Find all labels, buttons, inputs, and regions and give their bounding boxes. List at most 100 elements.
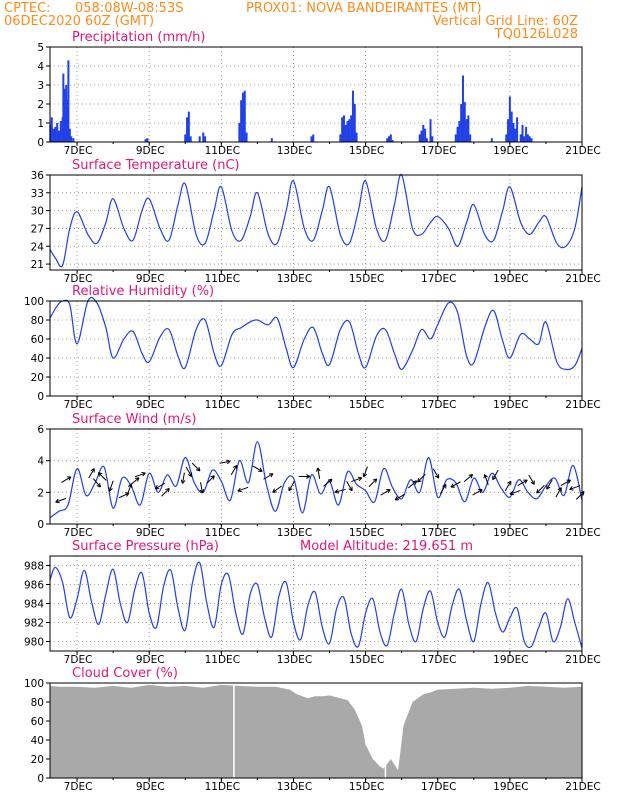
precip-bar — [507, 119, 510, 142]
x-tick-label: 7DEC — [64, 273, 93, 285]
precip-bar — [422, 124, 425, 142]
y-tick-label: 6 — [37, 424, 44, 436]
y-tick-label: 0 — [37, 137, 44, 149]
wind-arrow — [334, 488, 346, 494]
x-tick-label: 13DEC — [277, 781, 312, 793]
precipitation-panel: Precipitation (mm/h) 0 1 2 3 4 5 7DEC 9DEC 11DEC 1… — [37, 30, 600, 157]
x-tick-label: 13DEC — [277, 399, 312, 411]
wind-arrow — [185, 466, 193, 477]
precip-bar — [56, 123, 59, 142]
wind-arrow — [298, 474, 311, 479]
precip-bar — [418, 134, 421, 142]
wind-arrow — [380, 489, 391, 496]
wind-arrow — [439, 483, 447, 495]
wind-arrow — [252, 465, 263, 472]
precip-bar — [59, 121, 62, 142]
precip-bar — [424, 128, 427, 142]
precipitation-frame — [49, 46, 583, 143]
y-tick-label: 5 — [37, 42, 44, 54]
y-tick-label: 24 — [31, 241, 45, 253]
y-tick-label: 100 — [24, 296, 44, 308]
x-tick-label: 17DEC — [421, 145, 456, 157]
wind-arrow — [55, 497, 67, 504]
wind-arrow — [560, 479, 571, 487]
relative-humidity-frame — [49, 300, 583, 397]
x-tick-label: 11DEC — [205, 654, 240, 666]
wind-arrow — [483, 474, 489, 486]
y-tick-label: 4 — [37, 61, 44, 73]
y-tick-label: 30 — [31, 206, 44, 218]
wind-arrow — [351, 476, 363, 483]
x-tick-label: 13DEC — [277, 654, 312, 666]
precip-bar — [465, 119, 468, 142]
surface-pressure-line — [49, 561, 583, 649]
x-tick-label: 19DEC — [493, 145, 528, 157]
precip-bar — [508, 96, 511, 142]
header-cptec: CPTEC: — [4, 1, 51, 16]
x-tick-label: 15DEC — [349, 527, 384, 539]
y-tick-label: 986 — [24, 580, 44, 592]
y-tick-label: 1 — [37, 118, 44, 130]
x-tick-label: 15DEC — [349, 145, 384, 157]
precip-bar — [184, 134, 187, 142]
y-tick-label: 20 — [31, 372, 44, 384]
x-tick-label: 13DEC — [277, 527, 312, 539]
precip-bar — [467, 115, 470, 142]
wind-arrow — [394, 493, 405, 501]
precip-bar — [54, 126, 57, 142]
precip-bar — [342, 115, 345, 142]
precip-bar — [512, 123, 515, 142]
precip-bar — [460, 104, 463, 142]
x-tick-label: 9DEC — [136, 781, 165, 793]
precip-bar — [463, 102, 466, 142]
surface-temperature-title: Surface Temperature (nC) — [72, 158, 240, 173]
precip-bar — [388, 136, 391, 142]
precip-bar — [391, 140, 394, 142]
surface-wind-panel: Surface Wind (m/s) 0 2 4 6 7DEC 9DEC 11DEC 13DEC… — [37, 412, 600, 539]
wind-arrow — [528, 474, 535, 485]
precip-bar — [240, 100, 243, 142]
surface-wind-title: Surface Wind (m/s) — [72, 412, 196, 427]
wind-arrow — [509, 489, 521, 496]
precip-bar — [186, 117, 189, 142]
precip-bar — [528, 136, 531, 142]
x-tick-label: 19DEC — [493, 399, 528, 411]
wind-arrow — [88, 468, 95, 479]
cloud-cover-title: Cloud Cover (%) — [72, 666, 178, 681]
precip-bar — [350, 115, 353, 142]
x-tick-label: 7DEC — [64, 654, 93, 666]
surface-pressure-title: Surface Pressure (hPa) — [72, 539, 219, 554]
y-tick-label: 80 — [31, 315, 44, 327]
cloud-cover-frame — [49, 682, 583, 779]
wind-arrow — [199, 482, 205, 494]
precip-bar — [310, 136, 313, 142]
y-tick-label: 40 — [31, 353, 44, 365]
y-tick-label: 984 — [24, 599, 44, 611]
relative-humidity-panel: Relative Humidity (%) 0 20 40 60 80 100 7DEC 9DE… — [24, 284, 601, 411]
precip-bar — [454, 134, 457, 142]
x-tick-label: 21DEC — [565, 654, 600, 666]
precip-bar — [351, 90, 354, 142]
precip-bar — [50, 117, 53, 142]
precip-bar — [63, 88, 66, 142]
x-tick-label: 9DEC — [136, 654, 165, 666]
wind-arrow — [368, 478, 378, 488]
x-tick-label: 9DEC — [136, 527, 165, 539]
wind-arrow — [263, 473, 274, 480]
precip-bar — [516, 117, 519, 142]
x-tick-label: 11DEC — [205, 781, 240, 793]
wind-arrow — [108, 480, 114, 492]
panels: Precipitation (mm/h) 0 1 2 3 4 5 7DEC 9DEC 11DEC 1… — [24, 30, 601, 793]
model-altitude-label: Model Altitude: 219.651 m — [300, 539, 473, 554]
x-tick-label: 21DEC — [565, 273, 600, 285]
y-tick-label: 60 — [31, 334, 44, 346]
x-tick-label: 11DEC — [205, 145, 240, 157]
wind-arrow — [230, 464, 238, 476]
precip-bar — [58, 130, 61, 142]
x-tick-label: 19DEC — [493, 527, 528, 539]
precip-bar — [525, 126, 528, 142]
precip-bar — [425, 138, 428, 142]
x-tick-label: 9DEC — [136, 399, 165, 411]
precip-bar — [341, 117, 344, 142]
wind-arrow — [417, 473, 426, 483]
